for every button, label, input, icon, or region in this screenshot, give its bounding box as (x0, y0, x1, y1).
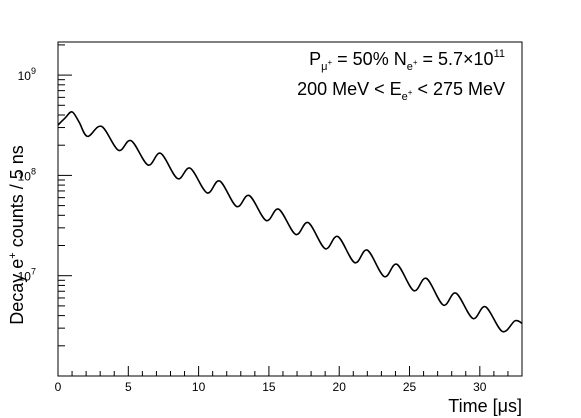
plot-frame (57, 41, 523, 377)
annotation-polarization-count: Pμ+ = 50% Ne+ = 5.7×1011 (309, 48, 505, 73)
x-tick-label: 30 (473, 380, 487, 394)
x-tick-label: 0 (55, 380, 62, 394)
y-tick-label: 109 (18, 66, 36, 83)
x-tick-label: 20 (333, 380, 347, 394)
x-tick-label: 25 (403, 380, 417, 394)
x-tick-labels: 0 5 10 15 20 25 30 (55, 380, 487, 394)
y-tick-label: 108 (18, 166, 36, 183)
x-tick-label: 5 (125, 380, 132, 394)
x-tick-label: 15 (262, 380, 276, 394)
x-axis-title: Time [μs] (448, 396, 522, 416)
y-axis-title: Decay e+ counts / 5 ns (7, 145, 27, 325)
axis-ticks (57, 44, 523, 377)
x-tick-label: 10 (192, 380, 206, 394)
y-tick-label: 107 (18, 267, 36, 284)
y-tick-labels: 107 108 109 (18, 66, 36, 284)
annotation-energy-range: 200 MeV < Ee+ < 275 MeV (297, 79, 505, 103)
series-line (57, 111, 523, 333)
